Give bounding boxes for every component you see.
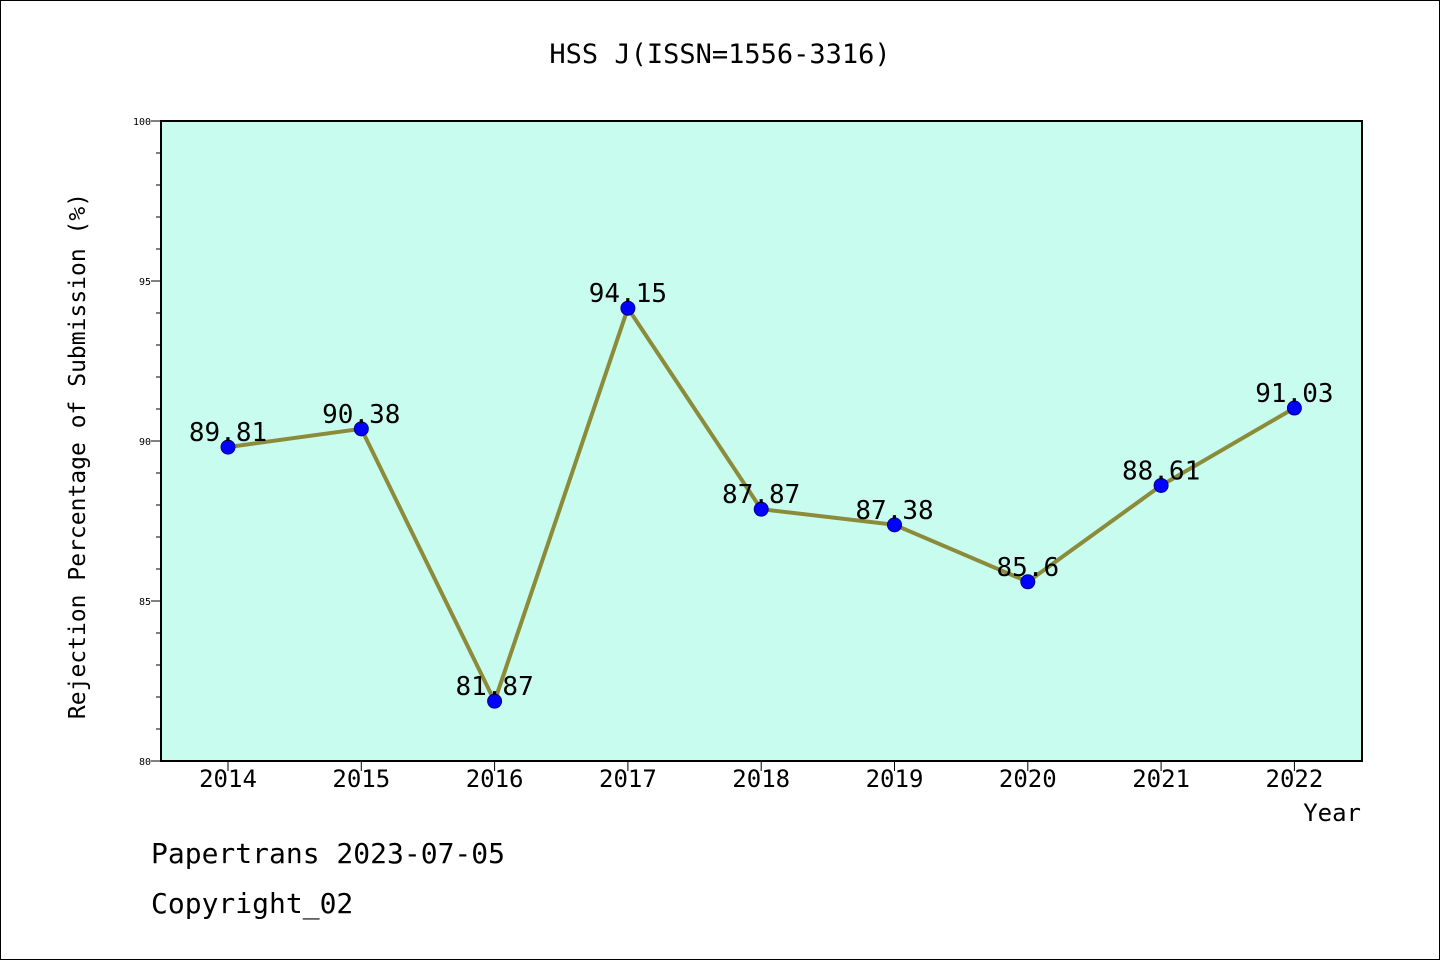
- x-tick-label: 2022: [1266, 765, 1324, 793]
- x-tick-label: 2021: [1132, 765, 1190, 793]
- source-date-text: Papertrans 2023-07-05: [151, 837, 506, 870]
- y-axis-label: Rejection Percentage of Submission (%): [65, 193, 91, 719]
- value-label-2014: 89.81: [189, 418, 267, 448]
- value-label-2018: 87.87: [722, 480, 800, 510]
- y-tick-label: 80: [139, 757, 151, 768]
- plot-area: [160, 120, 1363, 762]
- value-label-2016: 81.87: [455, 672, 533, 702]
- data-markers: [220, 300, 1302, 709]
- x-tick-label: 2014: [199, 765, 257, 793]
- x-axis-ticks: 2014 2015 2016 2017 2018 2019 2020 2021 2022: [199, 761, 1323, 793]
- data-point-2014: [220, 439, 236, 455]
- data-point-2020: [1020, 574, 1036, 590]
- x-tick-label: 2020: [999, 765, 1057, 793]
- data-point-2021: [1153, 477, 1169, 493]
- value-label-2015: 90.38: [322, 400, 400, 430]
- y-tick-label: 85: [139, 597, 151, 608]
- data-point-2017: [620, 300, 636, 316]
- value-label-2019: 87.38: [855, 496, 933, 526]
- x-tick-label: 2015: [332, 765, 390, 793]
- data-point-2016: [487, 693, 503, 709]
- data-point-2019: [887, 517, 902, 533]
- y-tick-label: 90: [139, 437, 151, 448]
- data-point-2015: [353, 421, 369, 437]
- x-tick-label: 2019: [866, 765, 924, 793]
- y-tick-label: 100: [133, 117, 151, 128]
- value-label-2022: 91.03: [1255, 379, 1333, 409]
- data-point-2022: [1286, 400, 1302, 416]
- value-label-2017: 94.15: [589, 279, 667, 309]
- data-point-2018: [753, 501, 769, 517]
- y-tick-label: 95: [139, 277, 151, 288]
- value-label-2021: 88.61: [1122, 456, 1200, 486]
- x-tick-label: 2016: [466, 765, 524, 793]
- chart-title: HSS J(ISSN=1556-3316): [549, 39, 891, 70]
- x-tick-label: 2018: [732, 765, 790, 793]
- y-axis-ticks: 80 85 90 95 100: [133, 117, 161, 768]
- data-value-labels: 89.81 90.38 81.87 94.15 87.87 87.38 85.6 88.61 9…: [189, 279, 1334, 702]
- copyright-text: Copyright_02: [151, 887, 354, 920]
- x-tick-label: 2017: [599, 765, 657, 793]
- value-label-2020: 85.6: [996, 553, 1059, 583]
- x-axis-label: Year: [1303, 799, 1361, 827]
